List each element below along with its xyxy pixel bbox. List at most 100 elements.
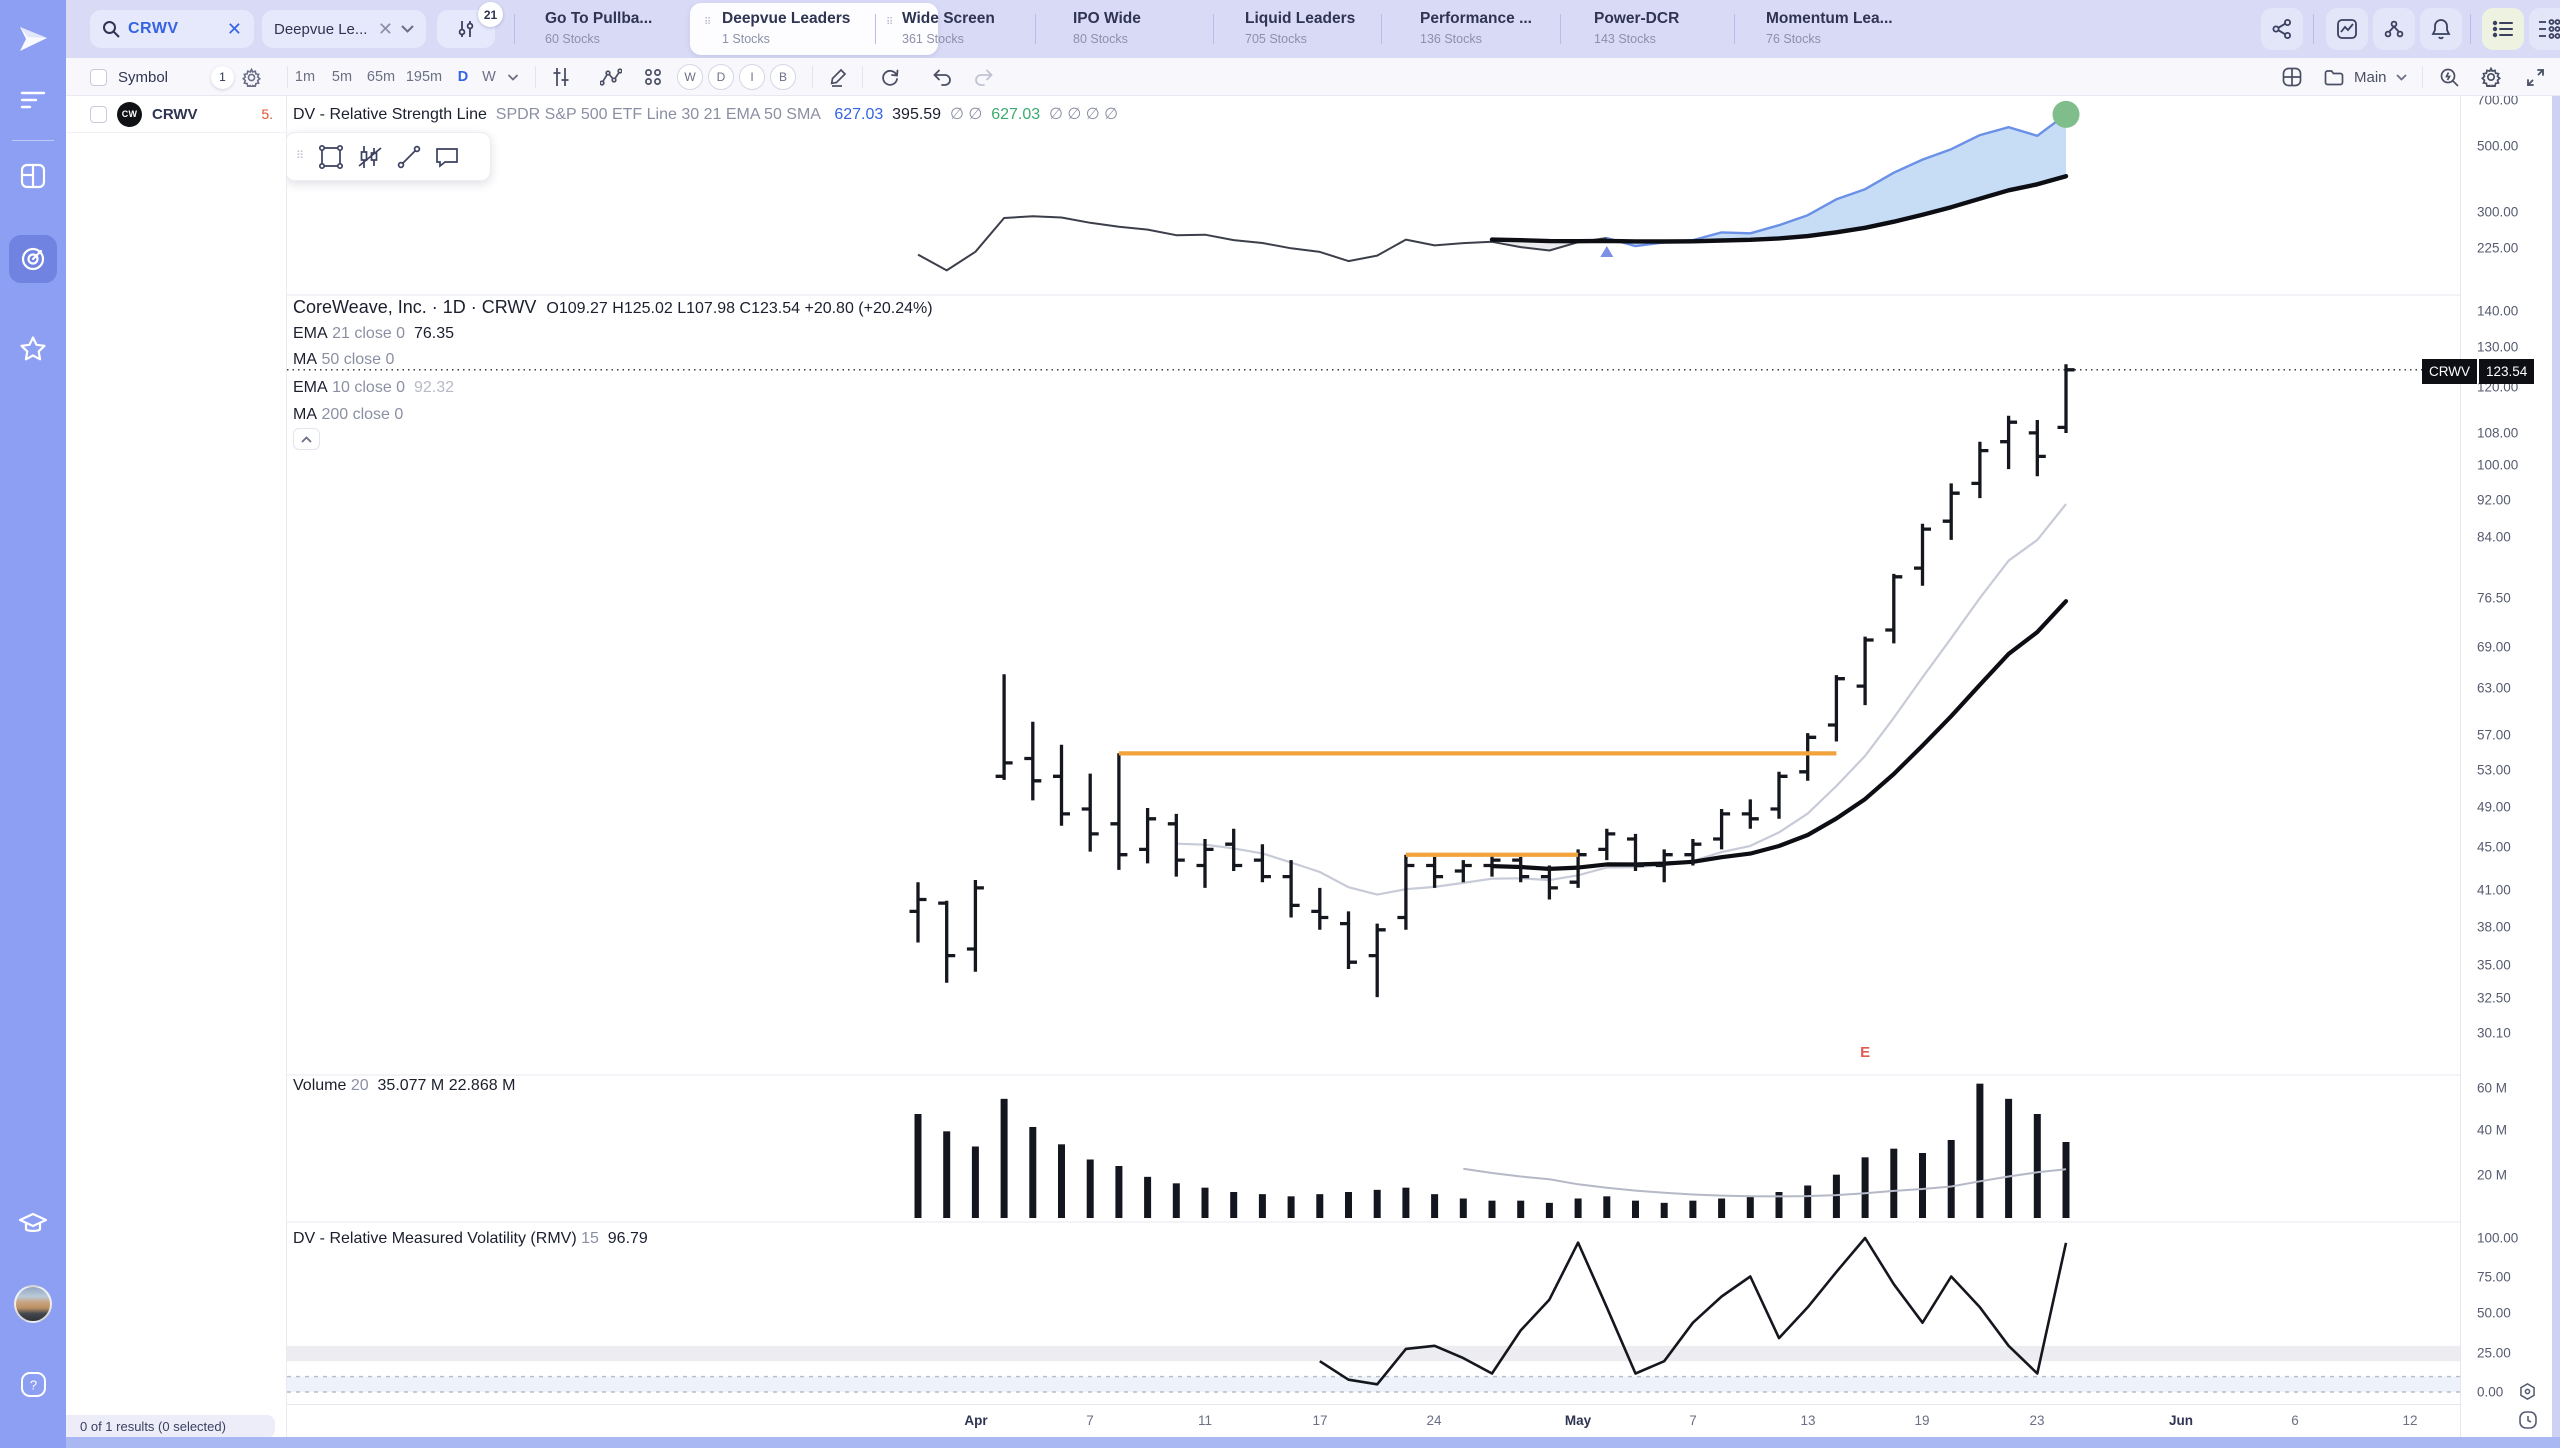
redo-icon[interactable] bbox=[968, 58, 1000, 96]
volume-bar bbox=[1115, 1165, 1123, 1218]
symbol-search[interactable]: CRWV ✕ bbox=[90, 10, 254, 48]
share-button[interactable] bbox=[2261, 8, 2303, 50]
volume-bar bbox=[1431, 1194, 1439, 1218]
active-tab-background bbox=[690, 3, 938, 55]
time-tick: Jun bbox=[2168, 1413, 2194, 1428]
divider bbox=[2422, 66, 2423, 88]
volume-bar bbox=[1144, 1176, 1152, 1218]
price-tick: 53.00 bbox=[2477, 762, 2511, 778]
search-input[interactable]: CRWV bbox=[128, 20, 179, 37]
filter-button[interactable] bbox=[437, 10, 495, 48]
chart-view-button[interactable] bbox=[2326, 8, 2368, 50]
dashboard-icon[interactable] bbox=[0, 160, 66, 192]
collapse-legend-button[interactable] bbox=[293, 428, 320, 450]
letter-button-d[interactable]: D bbox=[708, 64, 734, 90]
time-tick: 17 bbox=[1312, 1413, 1328, 1428]
chart-settings-gear-icon[interactable] bbox=[2474, 58, 2508, 96]
price-scale-settings-icon[interactable] bbox=[2518, 1382, 2537, 1401]
search-icon bbox=[103, 21, 120, 38]
volume-bar bbox=[1947, 1139, 1955, 1218]
layout-select[interactable]: Main bbox=[2354, 58, 2407, 96]
grid-4-icon[interactable] bbox=[638, 58, 668, 96]
timeframe-195m[interactable]: 195m bbox=[405, 69, 443, 85]
tab-momentum-lea[interactable]: Momentum Lea... 76 Stocks bbox=[1766, 10, 1893, 46]
timeframe-65m[interactable]: 65m bbox=[366, 69, 396, 85]
tab-wide-screen[interactable]: Wide Screen 361 Stocks bbox=[902, 10, 995, 46]
watchlist-settings-gear-icon[interactable] bbox=[242, 58, 261, 96]
menu-icon[interactable] bbox=[0, 84, 66, 116]
pencil-slash-icon[interactable] bbox=[824, 58, 854, 96]
volume-bar bbox=[1775, 1191, 1783, 1218]
tab-go-to-pullba[interactable]: Go To Pullba... 60 Stocks bbox=[545, 10, 653, 46]
tab-deepvue-leaders[interactable]: Deepvue Leaders 1 Stocks bbox=[722, 10, 851, 46]
watchlist-dropdown[interactable]: Deepvue Le... ✕ bbox=[262, 10, 426, 48]
refresh-icon[interactable] bbox=[874, 58, 906, 96]
list-view-button-active[interactable] bbox=[2482, 8, 2524, 50]
hierarchy-button[interactable] bbox=[2373, 8, 2415, 50]
indicator-sliders-icon[interactable] bbox=[546, 58, 576, 96]
price-axis[interactable]: 700.00 500.00 300.00 225.00 140.00 130.00 120.… bbox=[2460, 93, 2552, 1437]
watchlist-panel: CW CRWV 5. 0 of 1 results (0 selected) bbox=[66, 96, 287, 1438]
indicator-zigzag-icon[interactable] bbox=[596, 58, 626, 96]
timeframe-1m[interactable]: 1m bbox=[294, 69, 316, 85]
watchlist-row-crwv[interactable]: CW CRWV 5. bbox=[66, 96, 287, 133]
rect-select-icon[interactable] bbox=[318, 144, 344, 170]
timeframe-d[interactable]: D bbox=[457, 69, 469, 85]
timeframe-5m[interactable]: 5m bbox=[331, 69, 353, 85]
sidebar-item-scans-active[interactable] bbox=[9, 235, 57, 283]
volume-bar bbox=[1488, 1200, 1496, 1218]
time-axis[interactable]: Apr 7 11 17 24 May 7 13 19 23 Jun 6 12 bbox=[287, 1404, 2460, 1437]
star-icon[interactable] bbox=[0, 332, 66, 364]
letter-button-i[interactable]: I bbox=[739, 64, 765, 90]
tab-ipo-wide[interactable]: IPO Wide 80 Stocks bbox=[1073, 10, 1141, 46]
layout-icon[interactable] bbox=[2276, 58, 2308, 96]
price-tick: 60 M bbox=[2477, 1080, 2508, 1096]
price-tick: 40 M bbox=[2477, 1122, 2508, 1138]
tab-drag-handle-icon[interactable]: ⠿ bbox=[886, 17, 894, 28]
folder-icon[interactable] bbox=[2318, 58, 2350, 96]
volume-bar bbox=[1746, 1196, 1754, 1218]
pattern-icon[interactable] bbox=[356, 144, 384, 170]
volume-bar bbox=[1976, 1083, 1984, 1218]
chart-area[interactable]: E DV - Relative Strength Line SPDR S&P 5… bbox=[285, 96, 2460, 1437]
zoom-flash-icon[interactable] bbox=[2432, 58, 2466, 96]
comment-icon[interactable] bbox=[434, 145, 460, 169]
interval-chevron-icon[interactable] bbox=[507, 58, 519, 96]
tab-liquid-leaders[interactable]: Liquid Leaders 705 Stocks bbox=[1245, 10, 1356, 46]
grid-view-button[interactable] bbox=[2529, 8, 2560, 50]
avatar[interactable] bbox=[0, 1283, 66, 1325]
letter-button-b[interactable]: B bbox=[770, 64, 796, 90]
close-icon[interactable]: ✕ bbox=[377, 19, 393, 39]
help-icon[interactable]: ? bbox=[0, 1368, 66, 1400]
chart-canvas[interactable]: E bbox=[287, 96, 2460, 1437]
timeframe-w[interactable]: W bbox=[482, 69, 496, 85]
volume-bar bbox=[1373, 1189, 1381, 1218]
undo-icon[interactable] bbox=[926, 58, 958, 96]
logo-plane-icon[interactable] bbox=[0, 22, 66, 58]
trendline-icon[interactable] bbox=[396, 144, 422, 170]
row-checkbox[interactable] bbox=[90, 105, 107, 123]
time-tick: 12 bbox=[2402, 1413, 2418, 1428]
sidebar: ? bbox=[0, 0, 66, 1448]
drag-handle-icon[interactable]: ⠿ bbox=[296, 150, 305, 162]
price-tick: 69.00 bbox=[2477, 639, 2511, 655]
letter-button-w[interactable]: W bbox=[677, 64, 703, 90]
list-view-icon bbox=[2492, 20, 2513, 38]
tab-power-dcr[interactable]: Power-DCR 143 Stocks bbox=[1594, 10, 1680, 46]
right-scroll-strip[interactable] bbox=[2552, 58, 2560, 1437]
graduation-cap-icon[interactable] bbox=[0, 1208, 66, 1240]
select-all-checkbox[interactable] bbox=[90, 58, 107, 96]
drawing-toolbar[interactable]: ⠿ bbox=[285, 132, 491, 181]
alerts-button[interactable] bbox=[2420, 8, 2462, 50]
rmv-gray-band bbox=[287, 1345, 2460, 1362]
expand-icon[interactable] bbox=[2518, 58, 2552, 96]
rs-cross-triangle-marker bbox=[1600, 246, 1614, 257]
clear-search-icon[interactable]: ✕ bbox=[226, 19, 242, 39]
tab-drag-handle-icon[interactable]: ⠿ bbox=[704, 17, 712, 28]
divider bbox=[862, 66, 863, 88]
clock-icon[interactable] bbox=[2518, 1410, 2538, 1430]
tab-performance[interactable]: Performance ... 136 Stocks bbox=[1420, 10, 1532, 46]
volume-bar bbox=[914, 1113, 922, 1218]
symbol-column-header[interactable]: Symbol bbox=[118, 68, 169, 86]
